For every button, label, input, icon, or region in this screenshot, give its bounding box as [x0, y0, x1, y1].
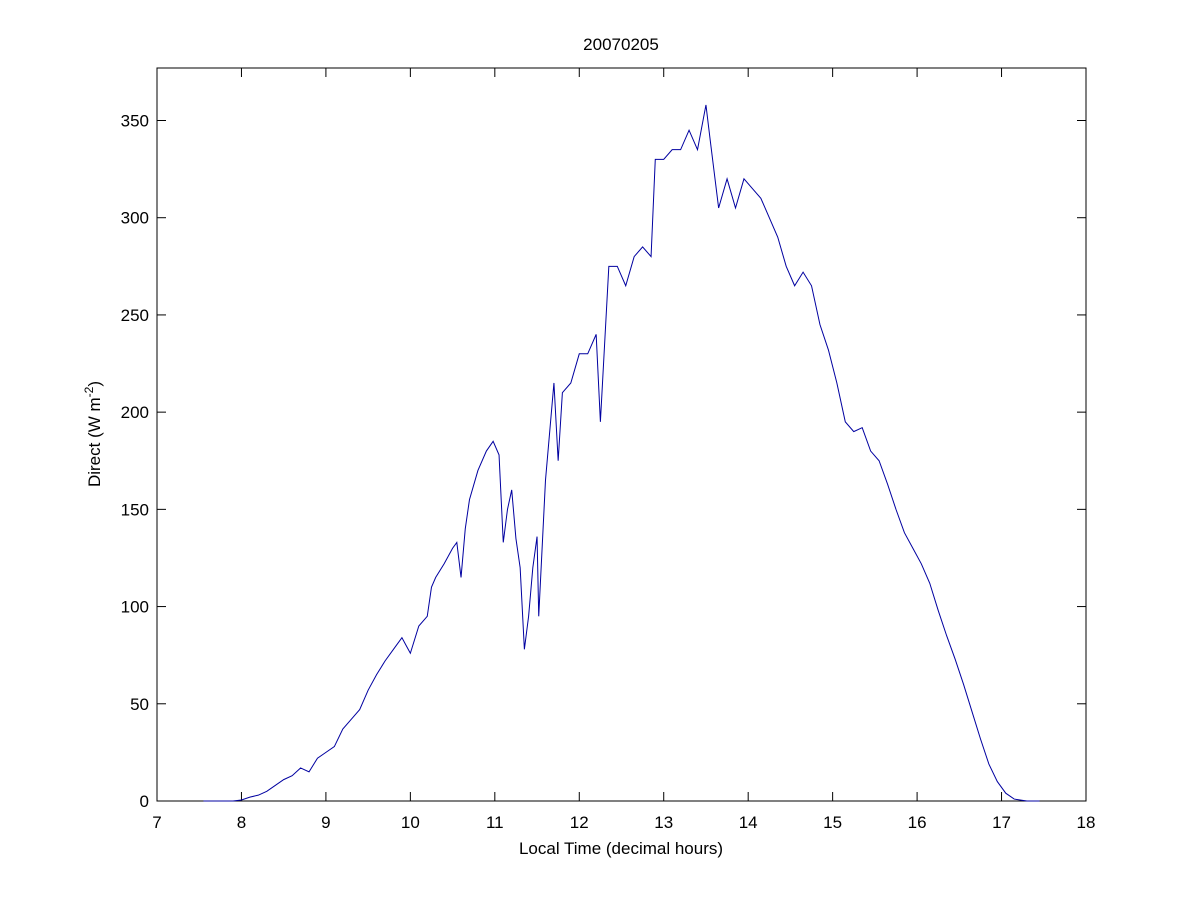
x-tick-label: 17 [992, 813, 1011, 832]
y-tick-label: 150 [121, 500, 149, 519]
y-tick-label: 250 [121, 306, 149, 325]
x-tick-label: 14 [739, 813, 758, 832]
x-tick-label: 9 [321, 813, 330, 832]
x-tick-label: 10 [401, 813, 420, 832]
y-tick-label: 50 [130, 695, 149, 714]
y-axis-label: Direct (W m-2) [82, 381, 104, 487]
x-tick-label: 13 [654, 813, 673, 832]
y-tick-label: 200 [121, 403, 149, 422]
x-tick-label: 15 [823, 813, 842, 832]
x-tick-label: 11 [486, 813, 504, 832]
y-label-sup: -2 [82, 386, 96, 397]
x-tick-label: 8 [237, 813, 246, 832]
x-tick-label: 12 [570, 813, 589, 832]
y-label-end: ) [85, 381, 104, 387]
y-tick-label: 100 [121, 598, 149, 617]
x-tick-label: 7 [152, 813, 161, 832]
data-line [203, 104, 1040, 802]
y-tick-label: 0 [140, 792, 149, 811]
x-tick-label: 18 [1077, 813, 1096, 832]
chart-title: 20070205 [583, 35, 659, 54]
x-axis-label: Local Time (decimal hours) [519, 839, 723, 858]
x-tick-label: 16 [908, 813, 927, 832]
y-tick-label: 300 [121, 209, 149, 228]
y-tick-label: 350 [121, 111, 149, 130]
axes-box [156, 67, 1087, 802]
y-label-main: Direct (W m [85, 397, 104, 487]
